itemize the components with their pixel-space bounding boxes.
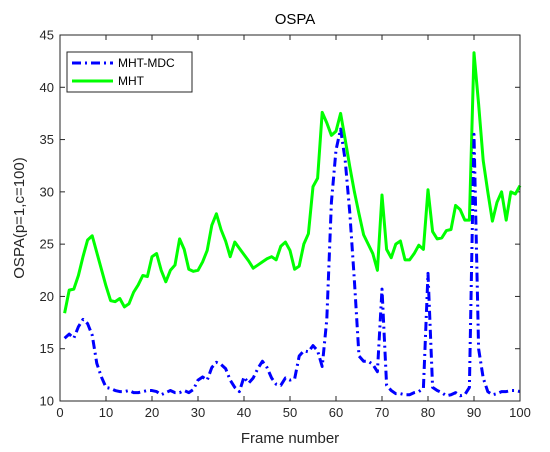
plot-area	[60, 35, 520, 401]
series-line-mht	[63, 51, 522, 314]
y-tick-label: 35	[40, 132, 54, 147]
chart-title: OSPA	[275, 11, 316, 28]
legend: MHT-MDC MHT	[66, 51, 193, 93]
x-axis: 0 10 20 30 40 50 60 70 80 90 100	[56, 35, 531, 420]
y-tick-label: 45	[40, 28, 54, 43]
legend-label-mht: MHT	[118, 74, 145, 88]
legend-label-mht-mdc: MHT-MDC	[118, 56, 175, 70]
plot-frame	[59, 34, 521, 402]
y-tick-label: 20	[40, 289, 54, 304]
x-axis-label: Frame number	[241, 430, 339, 447]
x-tick-label: 50	[283, 405, 297, 420]
series-layer	[63, 51, 522, 398]
x-tick-label: 60	[329, 405, 343, 420]
x-tick-label: 70	[375, 405, 389, 420]
x-tick-label: 30	[191, 405, 205, 420]
x-tick-label: 80	[421, 405, 435, 420]
y-tick-label: 25	[40, 237, 54, 252]
y-axis-label: OSPA(p=1,c=100)	[11, 157, 28, 278]
x-tick-label: 0	[56, 405, 63, 420]
series-line-mht-mdc	[63, 127, 521, 398]
legend-box	[66, 51, 193, 93]
y-tick-label: 10	[40, 394, 54, 409]
y-tick-label: 15	[40, 341, 54, 356]
x-tick-label: 100	[509, 405, 531, 420]
x-tick-label: 10	[99, 405, 113, 420]
x-tick-label: 20	[145, 405, 159, 420]
x-tick-label: 90	[467, 405, 481, 420]
y-axis: 10 15 20 25 30 35 40 45	[40, 28, 520, 409]
y-tick-label: 40	[40, 80, 54, 95]
y-tick-label: 30	[40, 184, 54, 199]
x-tick-label: 40	[237, 405, 251, 420]
